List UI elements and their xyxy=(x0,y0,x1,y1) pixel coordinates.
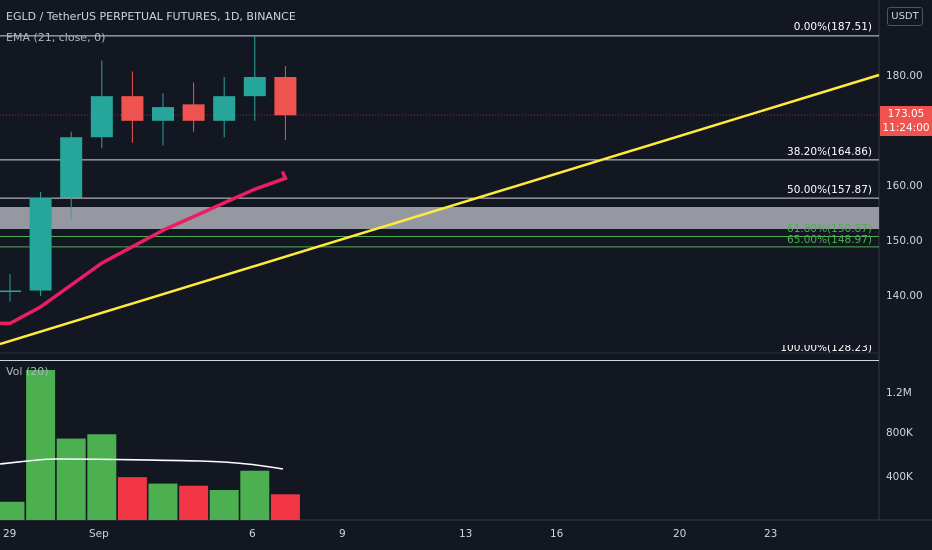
volume-bar xyxy=(56,438,86,520)
fib-label-65: 65.00%(148.97) xyxy=(787,234,872,246)
candle xyxy=(182,82,205,132)
fib-label-100: 100.00%(128.23) xyxy=(780,345,872,353)
time-axis-label: 6 xyxy=(249,528,256,540)
volume-ma-line xyxy=(0,458,284,470)
fib-label-382: 38.20%(164.86) xyxy=(787,146,872,158)
volume-bar xyxy=(26,370,56,520)
fib-label-100-text: 100.00%(128.23) xyxy=(780,345,872,353)
volume-axis-label: 1.2M xyxy=(886,387,912,399)
volume-group xyxy=(0,370,300,520)
fib-label-0: 0.00%(187.51) xyxy=(793,21,872,33)
last-price-tag: 173.05 11:24:00 xyxy=(880,106,932,136)
candle-body xyxy=(60,137,83,198)
trend-line[interactable] xyxy=(0,73,880,346)
candle-body xyxy=(0,290,21,293)
volume-bar xyxy=(117,477,147,520)
volume-axis-label: 400K xyxy=(886,471,913,483)
volume-bar xyxy=(209,490,239,520)
volume-bar xyxy=(179,485,209,520)
volume-bar xyxy=(270,494,300,520)
candle xyxy=(90,60,113,149)
candle-body xyxy=(90,96,113,138)
time-axis-label: 20 xyxy=(673,528,687,540)
currency-button[interactable]: USDT xyxy=(887,7,923,26)
time-axis-label: 16 xyxy=(550,528,564,540)
price-axis-label: 160.00 xyxy=(886,180,923,192)
ema-legend[interactable]: EMA (21, close, 0) xyxy=(6,31,106,44)
support-zone[interactable] xyxy=(0,207,879,229)
volume-bar xyxy=(148,483,178,520)
volume-bar xyxy=(0,501,25,520)
volume-bar xyxy=(87,434,117,520)
volume-axis-label: 800K xyxy=(886,427,913,439)
candle-body xyxy=(152,107,174,121)
candle-body xyxy=(274,77,297,116)
time-axis-label: 29 xyxy=(3,528,17,540)
candles-group xyxy=(0,35,297,302)
volume-legend[interactable]: Vol (20) xyxy=(6,365,49,378)
time-axis-label: 13 xyxy=(459,528,473,540)
candle xyxy=(213,77,236,138)
candle xyxy=(152,93,174,146)
candle xyxy=(243,35,266,121)
candle-body xyxy=(29,197,52,291)
volume-bar xyxy=(240,470,270,520)
time-axis-label: Sep xyxy=(89,528,109,540)
time-axis-label: 23 xyxy=(764,528,778,540)
last-price-value: 173.05 xyxy=(887,108,925,120)
candle-body xyxy=(213,96,236,121)
fib-label-50: 50.00%(157.87) xyxy=(787,184,872,196)
candle-body xyxy=(182,104,205,121)
candle xyxy=(0,274,21,302)
time-axis-label: 9 xyxy=(339,528,346,540)
price-axis-label: 150.00 xyxy=(886,235,923,247)
symbol-title[interactable]: EGLD / TetherUS PERPETUAL FUTURES, 1D, B… xyxy=(6,10,296,23)
ema-line[interactable] xyxy=(0,171,288,326)
fib-retracement[interactable] xyxy=(0,35,879,361)
candle-body xyxy=(243,77,266,97)
candle xyxy=(29,191,52,296)
candle xyxy=(121,71,144,143)
price-axis-label: 180.00 xyxy=(886,70,923,82)
candle xyxy=(274,66,297,140)
price-axis-label: 140.00 xyxy=(886,290,923,302)
candle-body xyxy=(121,96,144,121)
candle-countdown: 11:24:00 xyxy=(882,122,930,134)
candle xyxy=(60,131,83,220)
fib-label-618: 61.80%(150.87) xyxy=(787,223,872,235)
